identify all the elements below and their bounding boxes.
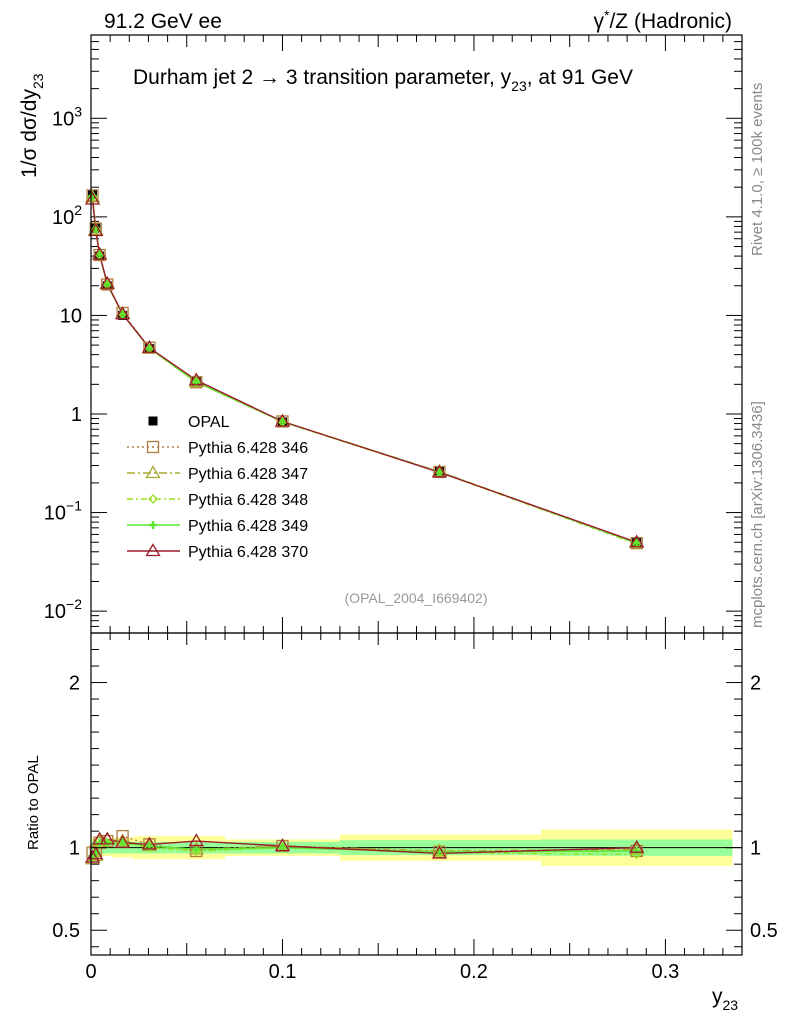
series-marker bbox=[274, 413, 291, 427]
x-tick-label: 0.1 bbox=[269, 961, 297, 983]
ratio-y-tick-label-right: 2 bbox=[750, 673, 761, 695]
ratio-y-tick-label: 0.5 bbox=[52, 920, 80, 942]
legend-marker bbox=[148, 416, 158, 426]
ratio-marker bbox=[188, 833, 204, 847]
ratio-marker bbox=[631, 849, 642, 860]
main-series-lines bbox=[91, 195, 637, 545]
x-tick-label: 0.3 bbox=[652, 961, 680, 983]
ratio-y-tick-label-right: 1 bbox=[750, 838, 761, 860]
series-marker bbox=[95, 250, 104, 259]
ratio-line bbox=[92, 835, 637, 854]
legend-marker bbox=[145, 543, 161, 557]
y-tick-label: 10−1 bbox=[44, 498, 82, 525]
main-y-tick-labels: 10−2 10−1 1 10 102 103 bbox=[44, 103, 82, 623]
series-marker bbox=[278, 417, 287, 426]
series-marker bbox=[84, 191, 101, 205]
ratio-y-tick-label: 2 bbox=[69, 673, 80, 695]
ratio-series-markers bbox=[84, 829, 645, 865]
series-line bbox=[91, 196, 637, 544]
ratio-marker bbox=[99, 831, 115, 845]
series-marker bbox=[103, 280, 112, 289]
ratio-marker bbox=[84, 849, 101, 863]
x-tick-label: 0.2 bbox=[460, 961, 488, 983]
legend-label: OPAL bbox=[188, 414, 230, 431]
legend-marker bbox=[148, 494, 158, 504]
ratio-marker bbox=[192, 845, 201, 854]
series-marker bbox=[88, 223, 104, 237]
main-title: Durham jet 2 → 3 transition parameter, y… bbox=[133, 66, 633, 94]
legend-marker bbox=[146, 440, 160, 454]
main-series-markers bbox=[84, 189, 645, 550]
rivet-label: Rivet 4.1.0, ≥ 100k events bbox=[749, 83, 766, 256]
x-tick-label: 0 bbox=[85, 961, 96, 983]
ratio-y-tick-labels: 0.5 0.5 1 1 2 2 bbox=[52, 673, 778, 943]
series-marker bbox=[632, 539, 641, 548]
series-marker bbox=[145, 344, 154, 353]
series-marker bbox=[435, 467, 444, 476]
ratio-marker bbox=[141, 836, 158, 850]
ratio-marker bbox=[118, 838, 127, 847]
ratio-marker bbox=[88, 846, 104, 860]
series-line bbox=[91, 197, 637, 544]
series-marker bbox=[101, 278, 114, 291]
main-panel: 10−2 10−1 1 10 102 103 Durham jet 2 → 3 trans… bbox=[18, 34, 743, 634]
series-line bbox=[91, 196, 637, 545]
y-tick-label: 10 bbox=[60, 305, 82, 327]
ratio-marker bbox=[431, 845, 448, 859]
opal-data-points bbox=[88, 189, 642, 547]
series-marker bbox=[91, 246, 108, 260]
ratio-marker bbox=[103, 838, 112, 847]
legend: OPAL Pythia 6.428 346 Pythia 6.428 347 Pyth… bbox=[127, 414, 308, 561]
legend-label: Pythia 6.428 349 bbox=[188, 518, 308, 535]
y-tick-label: 1 bbox=[71, 404, 82, 426]
ratio-y-tick-label: 1 bbox=[69, 838, 80, 860]
series-marker bbox=[141, 339, 158, 353]
ratio-y-tick-label-right: 0.5 bbox=[750, 920, 778, 942]
legend-label: Pythia 6.428 347 bbox=[188, 466, 308, 483]
ratio-axis-ticks bbox=[90, 633, 743, 955]
analysis-id: (OPAL_2004_I669402) bbox=[345, 590, 488, 606]
source-label: mcplots.cern.ch [arXiv:1306.3436] bbox=[749, 401, 766, 628]
header-left: 91.2 GeV ee bbox=[104, 10, 222, 33]
ratio-frame bbox=[90, 632, 743, 956]
x-axis-label: y23 bbox=[712, 985, 738, 1013]
y-tick-label: 10−2 bbox=[44, 596, 82, 623]
legend-label: Pythia 6.428 370 bbox=[188, 544, 308, 561]
ratio-marker bbox=[95, 838, 104, 847]
x-tick-labels: 0 0.1 0.2 0.3 bbox=[85, 961, 679, 983]
ratio-y-axis-label: Ratio to OPAL bbox=[25, 755, 42, 850]
ratio-marker bbox=[114, 834, 131, 848]
y-tick-label: 103 bbox=[52, 103, 82, 130]
series-marker bbox=[188, 372, 204, 386]
ratio-marker bbox=[274, 838, 291, 852]
series-marker bbox=[118, 310, 127, 319]
series-marker bbox=[431, 464, 448, 478]
ratio-panel: 0.5 0.5 1 1 2 2 0 0.1 0.2 0.3 Ratio to OPAL y23 bbox=[25, 632, 778, 1013]
y-tick-label: 102 bbox=[52, 202, 82, 229]
series-line bbox=[91, 199, 637, 543]
ratio-marker bbox=[91, 831, 108, 845]
legend-label: Pythia 6.428 346 bbox=[188, 440, 308, 457]
series-marker bbox=[114, 306, 131, 320]
main-y-axis-label: 1/σ dσ/dy23 bbox=[18, 73, 46, 178]
legend-marker bbox=[149, 521, 157, 529]
header-right: γ*/Z (Hadronic) bbox=[594, 7, 732, 33]
legend-marker bbox=[145, 465, 161, 479]
ratio-marker bbox=[629, 839, 645, 853]
legend-label: Pythia 6.428 348 bbox=[188, 492, 308, 509]
series-line bbox=[91, 195, 637, 544]
series-marker bbox=[93, 248, 106, 262]
series-marker bbox=[629, 534, 645, 548]
series-marker bbox=[99, 275, 115, 289]
ratio-marker bbox=[632, 846, 641, 855]
